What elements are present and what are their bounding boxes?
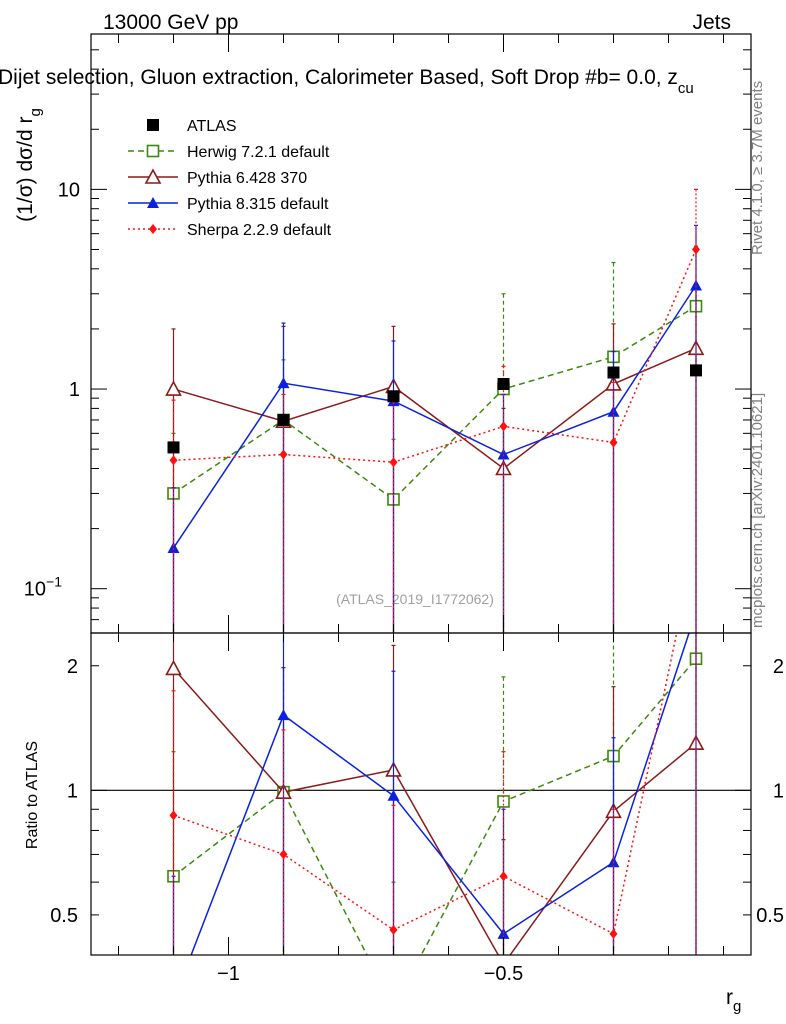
legend-label-pythia6: Pythia 6.428 370 bbox=[187, 170, 307, 187]
ratio-line-sherpa bbox=[173, 633, 678, 935]
main-point-pythia8-0 bbox=[167, 541, 180, 553]
main-point-sherpa-2 bbox=[389, 457, 398, 468]
main-point-pythia8-1 bbox=[277, 377, 290, 389]
ratio-line-pythia6 bbox=[172, 667, 697, 955]
main-point-sherpa-3 bbox=[499, 421, 508, 432]
main-line-sherpa bbox=[173, 249, 697, 463]
x-axis-label-sub: g bbox=[733, 998, 741, 1015]
ratio-ytick-label-left-1: 1 bbox=[67, 780, 78, 802]
ratio-ytick-label-right-1: 1 bbox=[773, 780, 784, 802]
main-line-pythia8 bbox=[172, 285, 697, 549]
ratio-ylabel: Ratio to ATLAS bbox=[24, 741, 41, 849]
header-left: 13000 GeV pp bbox=[103, 11, 238, 34]
x-tick-label-0: −1 bbox=[217, 963, 240, 985]
ratio-ytick-label-left-0: 0.5 bbox=[50, 905, 78, 927]
main-point-atlas-1 bbox=[277, 413, 290, 426]
ratio-point-pythia8-2 bbox=[387, 789, 400, 801]
main-point-sherpa-5 bbox=[692, 244, 700, 255]
main-point-pythia8-5 bbox=[690, 279, 702, 291]
plot-title: Dijet selection, Gluon extraction, Calor… bbox=[0, 66, 694, 97]
ratio-point-pythia8-0 bbox=[168, 995, 180, 1006]
main-point-sherpa-0 bbox=[169, 455, 178, 466]
main-ytick-label-2: 10 bbox=[58, 179, 80, 201]
header-right: Jets bbox=[692, 11, 731, 34]
ratio-point-sherpa-3 bbox=[499, 871, 508, 882]
legend-marker-atlas bbox=[147, 119, 159, 131]
main-ylabel-sub: g bbox=[27, 108, 44, 116]
legend-label-atlas: ATLAS bbox=[187, 118, 237, 135]
legend-label-herwig: Herwig 7.2.1 default bbox=[187, 144, 330, 161]
main-ytick-label-exp-0: −1 bbox=[46, 574, 62, 590]
mcplots-label: mcplots.cern.ch [arXiv:2401.10621] bbox=[749, 393, 766, 628]
main-ytick-label-0: 10−1 bbox=[24, 574, 62, 601]
ratio-point-pythia6-0 bbox=[165, 659, 182, 676]
ratio-ytick-label-right-2: 2 bbox=[773, 656, 784, 678]
ratio-frame bbox=[90, 632, 752, 956]
x-tick-label-1: −0.5 bbox=[484, 963, 523, 985]
main-ylabel: (1/σ) dσ/d rg bbox=[14, 108, 44, 222]
legend-marker-herwig bbox=[146, 144, 160, 158]
main-point-pythia6-0 bbox=[165, 380, 182, 396]
main-line-herwig bbox=[173, 305, 697, 501]
main-point-atlas-0 bbox=[167, 441, 180, 454]
analysis-watermark: (ATLAS_2019_I1772062) bbox=[336, 591, 494, 607]
main-point-atlas-5 bbox=[690, 364, 702, 377]
legend: ATLAS Herwig 7.2.1 default Pythia 6.428 37… bbox=[128, 118, 332, 239]
rivet-label: Rivet 4.1.0, ≥ 3.7M events bbox=[749, 81, 766, 255]
main-data-layer bbox=[165, 188, 705, 633]
main-line-pythia6 bbox=[173, 347, 697, 470]
ratio-point-sherpa-2 bbox=[389, 924, 398, 935]
main-point-atlas-3 bbox=[497, 377, 510, 390]
main-ylabel-main: (1/σ) dσ/d r bbox=[14, 117, 37, 222]
x-axis-label: rg bbox=[726, 986, 741, 1015]
ratio-point-herwig-2 bbox=[388, 1001, 399, 1012]
main-point-sherpa-4 bbox=[609, 437, 618, 448]
main-point-atlas-4 bbox=[607, 366, 620, 379]
ratio-point-sherpa-4 bbox=[609, 928, 618, 939]
main-point-pythia8-3 bbox=[497, 448, 510, 460]
legend-marker-pythia8 bbox=[147, 197, 159, 208]
ratio-point-pythia8-1 bbox=[277, 709, 290, 721]
ratio-ytick-label-left-2: 2 bbox=[67, 656, 78, 678]
legend-label-pythia8: Pythia 8.315 default bbox=[187, 196, 329, 213]
legend-marker-sherpa bbox=[149, 224, 157, 234]
legend-marker-pythia6 bbox=[144, 168, 162, 184]
legend-label-sherpa: Sherpa 2.2.9 default bbox=[187, 222, 332, 239]
main-ytick-label-base-0: 10 bbox=[24, 579, 46, 601]
ratio-line-pythia8 bbox=[190, 633, 690, 955]
ratio-line-herwig bbox=[173, 658, 697, 955]
ratio-point-sherpa-1 bbox=[279, 849, 288, 860]
x-axis-label-main: r bbox=[726, 986, 733, 1009]
main-ytick-label-1: 1 bbox=[69, 379, 80, 401]
ratio-data-layer bbox=[91, 633, 751, 1012]
plot-title-sub: cu bbox=[678, 80, 694, 97]
plot-title-main: Dijet selection, Gluon extraction, Calor… bbox=[0, 66, 678, 89]
main-point-atlas-2 bbox=[387, 390, 400, 403]
ratio-point-sherpa-0 bbox=[169, 810, 178, 821]
ratio-ytick-label-right-0: 0.5 bbox=[756, 905, 784, 927]
main-point-sherpa-1 bbox=[279, 449, 288, 460]
